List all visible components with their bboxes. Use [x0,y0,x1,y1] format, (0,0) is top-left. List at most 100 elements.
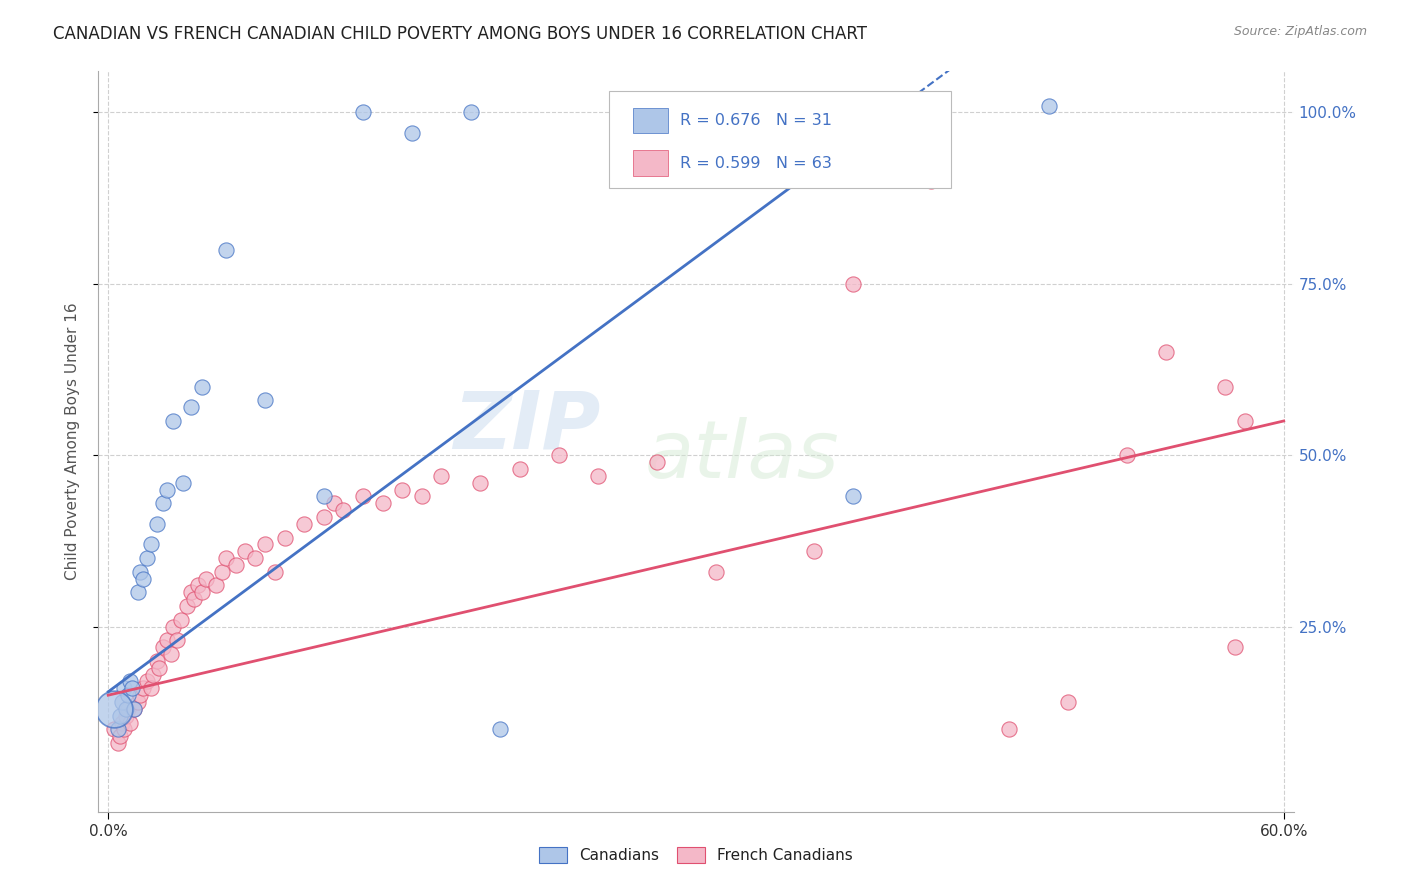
Text: atlas: atlas [644,417,839,495]
Point [141,681,163,696]
Point [117,688,139,702]
Point [132,572,155,586]
Point [179,401,201,415]
Text: Source: ZipAtlas.com: Source: ZipAtlas.com [1233,25,1367,38]
Point [205,578,228,592]
Point [146,516,169,531]
Point [179,585,201,599]
Point [111,715,134,730]
Point [215,551,238,566]
FancyBboxPatch shape [633,151,668,176]
Point [141,537,163,551]
Y-axis label: Child Poverty Among Boys Under 16: Child Poverty Among Boys Under 16 [65,302,80,581]
Text: R = 0.676   N = 31: R = 0.676 N = 31 [681,113,832,128]
Point [127,585,149,599]
Point [411,489,433,503]
Legend: Canadians, French Canadians: Canadians, French Canadians [531,839,860,871]
Point [1223,640,1246,655]
Point [1233,414,1256,428]
Point [128,565,150,579]
Point [142,667,165,681]
Point [215,243,238,257]
Point [371,496,394,510]
Point [136,674,159,689]
Point [998,723,1021,737]
Point [920,174,942,188]
Point [183,592,205,607]
Point [263,565,285,579]
Point [1154,345,1177,359]
Text: CANADIAN VS FRENCH CANADIAN CHILD POVERTY AMONG BOYS UNDER 16 CORRELATION CHART: CANADIAN VS FRENCH CANADIAN CHILD POVERT… [53,25,868,43]
Point [352,489,374,503]
Point [170,613,193,627]
Point [156,483,179,497]
Point [118,715,141,730]
Point [160,647,183,661]
Point [146,654,169,668]
Point [107,736,129,750]
Point [156,633,179,648]
Point [1038,98,1060,112]
Point [273,531,295,545]
Point [803,544,825,558]
Point [103,702,125,716]
Point [172,475,194,490]
Point [253,393,276,408]
Point [645,455,668,469]
Point [191,380,214,394]
Text: ZIP: ZIP [453,388,600,466]
Point [152,496,174,510]
Point [176,599,198,613]
Point [117,702,139,716]
Point [112,681,135,696]
FancyBboxPatch shape [633,108,668,134]
Point [352,105,374,120]
Point [136,551,159,566]
Point [586,468,609,483]
Point [166,633,188,648]
Point [121,681,143,696]
Point [112,723,135,737]
Point [401,126,423,140]
Point [115,708,138,723]
FancyBboxPatch shape [609,91,950,188]
Point [391,483,413,497]
Point [489,723,512,737]
Text: R = 0.599   N = 63: R = 0.599 N = 63 [681,156,832,170]
Point [107,723,129,737]
Point [430,468,453,483]
Point [547,448,569,462]
Point [322,496,344,510]
Point [225,558,247,572]
Point [152,640,174,655]
Point [118,674,141,689]
Point [195,572,218,586]
Point [841,277,863,291]
Point [312,489,335,503]
Point [191,585,214,599]
Point [1057,695,1080,709]
Point [704,565,727,579]
Point [122,702,145,716]
Point [132,681,155,696]
Point [111,695,134,709]
Point [1213,380,1236,394]
Point [103,723,125,737]
Point [235,544,257,558]
Point [470,475,492,490]
Point [108,729,131,743]
Point [460,105,482,120]
Point [509,462,531,476]
Point [162,414,184,428]
Point [148,661,170,675]
Point [115,702,138,716]
Point [108,708,131,723]
Point [1116,448,1139,462]
Point [127,695,149,709]
Point [312,510,335,524]
Point [841,489,863,503]
Point [128,688,150,702]
Point [211,565,233,579]
Point [243,551,266,566]
Point [162,620,184,634]
